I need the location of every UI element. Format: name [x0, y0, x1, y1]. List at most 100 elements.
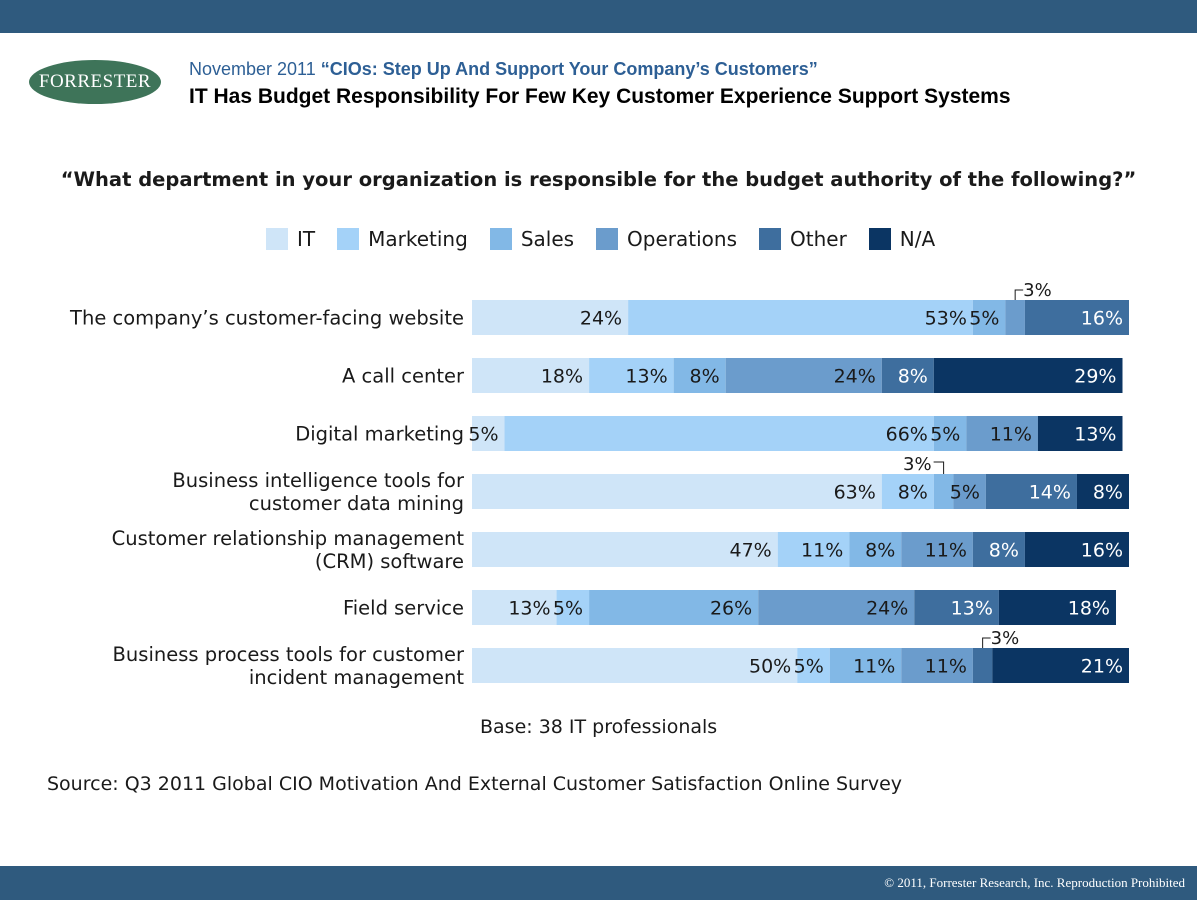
logo-text: FORRESTER	[38, 71, 152, 92]
callout-line	[982, 637, 991, 648]
data-label: 8%	[690, 366, 720, 388]
base-note: Base: 38 IT professionals	[480, 716, 718, 738]
data-label-callout: 3%	[903, 454, 932, 475]
category-label: incident management	[249, 666, 464, 689]
bar-segment-marketing	[589, 358, 674, 393]
data-label: 14%	[1029, 482, 1071, 504]
bar-segment-n-a	[998, 590, 1116, 625]
copyright-text: © 2011, Forrester Research, Inc. Reprodu…	[884, 875, 1185, 890]
bar-segment-n-a	[1076, 474, 1129, 509]
data-label: 8%	[898, 482, 928, 504]
bar-segment-other	[972, 532, 1025, 567]
data-label: 8%	[1093, 482, 1123, 504]
data-label: 8%	[865, 540, 895, 562]
data-label: 13%	[625, 366, 667, 388]
bar-segment-sales	[849, 532, 902, 567]
data-label: 11%	[925, 540, 967, 562]
legend-item-sales: Sales	[489, 227, 574, 251]
report-header: November 2011 “CIOs: Step Up And Support…	[189, 59, 818, 80]
bar-segment-other	[972, 648, 993, 683]
legend-item-marketing: Marketing	[337, 227, 468, 251]
bar-segment-n-a	[992, 648, 1129, 683]
report-title: “CIOs: Step Up And Support Your Company’…	[320, 59, 818, 79]
bar-segment-operations	[901, 532, 973, 567]
bar-segment-operations	[966, 416, 1038, 451]
bar-segment-operations	[725, 358, 882, 393]
bar-segment-it	[472, 358, 590, 393]
category-label: customer data mining	[249, 492, 464, 515]
bar-segment-n-a	[1037, 416, 1123, 451]
bar-segment-it	[472, 416, 505, 451]
bar-segment-it	[472, 474, 882, 509]
data-label: 11%	[925, 656, 967, 678]
bar-segment-marketing	[777, 532, 850, 567]
data-label: 8%	[989, 540, 1019, 562]
data-label: 11%	[990, 424, 1032, 446]
data-label: 24%	[866, 598, 908, 620]
legend-swatch	[489, 228, 512, 250]
legend-swatch	[759, 228, 781, 250]
bar-segment-operations	[1005, 300, 1025, 335]
legend-swatch	[266, 228, 288, 250]
category-label: A call center	[342, 365, 465, 388]
legend-label: N/A	[899, 227, 936, 251]
forrester-logo: FORRESTER	[29, 60, 161, 109]
report-date: November 2011	[189, 59, 316, 79]
category-label: Business intelligence tools for	[172, 469, 465, 492]
bar-segment-sales	[673, 358, 726, 393]
bar-segment-sales	[933, 416, 967, 451]
bar-segment-marketing	[797, 648, 830, 683]
chart-title: “What department in your organization is…	[60, 168, 1137, 191]
bar-segment-other	[985, 474, 1077, 509]
data-label-callout: 3%	[1023, 280, 1052, 301]
data-label: 11%	[801, 540, 843, 562]
data-label: 5%	[969, 308, 999, 330]
legend-label: Operations	[627, 227, 737, 251]
bottom-banner: © 2011, Forrester Research, Inc. Reprodu…	[0, 866, 1197, 900]
data-label: 13%	[951, 598, 993, 620]
bar-segment-operations	[901, 648, 973, 683]
category-label: Customer relationship management	[112, 527, 465, 550]
bar-segment-marketing	[628, 300, 973, 335]
category-label: (CRM) software	[315, 550, 464, 573]
bar-segment-it	[472, 532, 778, 567]
chart-legend: IT Marketing Sales Operations Other N/A	[266, 225, 957, 253]
legend-label: Other	[790, 227, 847, 251]
data-label: 5%	[794, 656, 824, 678]
bar-segment-it	[472, 590, 557, 625]
legend-swatch	[337, 228, 360, 250]
data-label: 13%	[508, 598, 550, 620]
bar-segment-other	[1024, 300, 1129, 335]
bar-segment-n-a	[1024, 532, 1129, 567]
data-label: 5%	[950, 482, 980, 504]
legend-item-operations: Operations	[596, 227, 737, 251]
legend-item-n-a: N/A	[868, 227, 936, 251]
bar-segment-operations	[953, 474, 986, 509]
category-label: Business process tools for customer	[113, 643, 465, 666]
bar-segment-marketing	[881, 474, 934, 509]
bar-segment-sales	[829, 648, 902, 683]
legend-item-it: IT	[266, 227, 315, 251]
category-label: The company’s customer-facing website	[69, 307, 464, 330]
source-note: Source: Q3 2011 Global CIO Motivation An…	[47, 773, 903, 795]
legend-item-other: Other	[759, 227, 847, 251]
data-label: 5%	[468, 424, 498, 446]
data-label: 26%	[710, 598, 752, 620]
category-label: Digital marketing	[295, 423, 464, 446]
data-label: 50%	[749, 656, 791, 678]
bar-segment-n-a	[933, 358, 1123, 393]
data-label: 66%	[886, 424, 928, 446]
bar-segment-marketing	[504, 416, 934, 451]
bar-segment-marketing	[556, 590, 590, 625]
data-label: 63%	[834, 482, 876, 504]
data-label: 29%	[1074, 366, 1116, 388]
data-label: 18%	[1068, 598, 1110, 620]
data-label: 16%	[1081, 308, 1123, 330]
data-label: 21%	[1081, 656, 1123, 678]
data-label: 11%	[853, 656, 895, 678]
bar-segment-sales	[972, 300, 1006, 335]
category-label: Field service	[343, 597, 464, 620]
data-label: 47%	[729, 540, 771, 562]
bar-segment-operations	[758, 590, 915, 625]
